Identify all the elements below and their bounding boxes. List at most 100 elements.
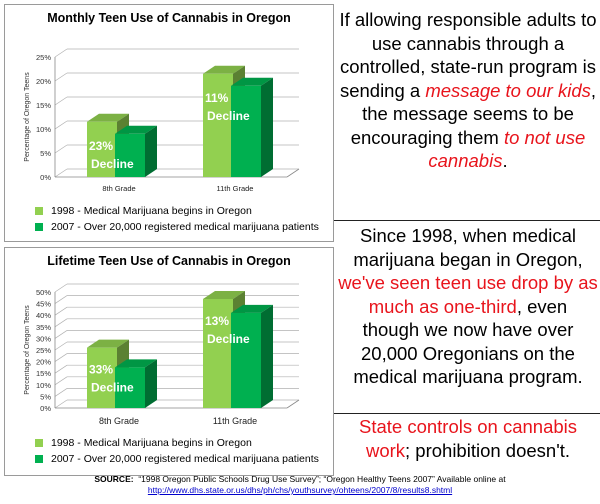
data-label: 23% <box>89 139 113 153</box>
paragraph-text: Since 1998, when medical marijuana began… <box>353 225 583 270</box>
gridline-diag <box>54 353 68 362</box>
bar-top <box>115 359 157 368</box>
paragraph-text: If allowing responsible adults to use ca… <box>339 9 597 101</box>
data-label: 13% <box>205 314 229 328</box>
y-tick-label: 20% <box>36 77 51 86</box>
y-tick-label: 50% <box>36 288 51 297</box>
lifetime-use-chart: 0% 5% 10% 15% 20% 25% 30% 35% 40% 45% 50% Percentag… <box>4 247 334 476</box>
x-tick-label: 8th Grade <box>102 184 135 193</box>
legend-swatch-1998 <box>35 439 43 447</box>
bar <box>231 312 261 408</box>
gridline-diag <box>54 341 68 351</box>
data-label: Decline <box>91 381 134 395</box>
x-tick-label: 8th Grade <box>99 416 139 426</box>
y-axis-label: Percentage of Oregon Teens <box>24 305 31 395</box>
bar <box>203 298 233 408</box>
gridline-diag <box>54 330 68 339</box>
bar <box>115 367 145 408</box>
chart-legend: 1998 - Medical Marijuana begins in Orego… <box>35 203 319 235</box>
monthly-use-chart: 0% 5% 10% 15% 20% 25% Percentage of Oregon Tee… <box>4 4 334 242</box>
bar-side <box>145 359 157 408</box>
bar-top <box>87 113 129 122</box>
y-tick-label: 35% <box>36 323 51 332</box>
gridline-diag <box>54 388 68 397</box>
conclusion-paragraph: State controls on cannabis work; prohibi… <box>338 415 598 462</box>
y-tick-label: 25% <box>36 346 51 355</box>
gridline-diag <box>54 96 68 106</box>
highlight-text: message to our kids <box>425 79 591 101</box>
legend-item-1998: 1998 - Medical Marijuana begins in Orego… <box>35 435 319 451</box>
highlight-text: to not use cannabis <box>428 126 586 172</box>
paragraph-text: ; prohibition doesn't. <box>405 439 571 461</box>
legend-swatch-2007 <box>35 455 43 463</box>
gridline-diag <box>54 144 68 154</box>
bar-side <box>261 77 273 177</box>
y-tick-label: 20% <box>36 358 51 367</box>
y-tick-label: 25% <box>36 53 51 62</box>
divider <box>334 413 600 414</box>
legend-label: 1998 - Medical Marijuana begins in Orego… <box>51 205 252 217</box>
gridline-diag <box>54 399 68 409</box>
gridline-diag <box>54 72 68 82</box>
gridline-diag <box>54 364 68 374</box>
y-tick-label: 30% <box>36 334 51 343</box>
legend-label: 2007 - Over 20,000 registered medical ma… <box>51 221 319 233</box>
floor-edge <box>286 399 300 409</box>
bar-top <box>231 304 273 313</box>
divider <box>334 220 600 221</box>
highlight-text: State controls on cannabis work <box>358 416 578 461</box>
y-tick-label: 10% <box>36 125 51 134</box>
bar <box>87 121 117 177</box>
gridline-diag <box>54 48 68 58</box>
source-citation: SOURCE: “1998 Oregon Public Schools Drug… <box>40 474 560 496</box>
y-tick-label: 5% <box>40 149 51 158</box>
chart-legend: 1998 - Medical Marijuana begins in Orego… <box>35 435 319 467</box>
bar-side <box>145 125 157 177</box>
legend-item-2007: 2007 - Over 20,000 registered medical ma… <box>35 451 319 467</box>
bar <box>203 73 233 177</box>
paragraph-text: . <box>502 150 508 171</box>
source-label: SOURCE: <box>94 474 134 484</box>
bar-side <box>261 304 273 408</box>
gridline-diag <box>54 376 68 386</box>
data-label: 33% <box>89 363 113 377</box>
bar <box>231 85 261 177</box>
data-label: Decline <box>207 109 250 123</box>
bar-top <box>115 125 157 134</box>
bar-top <box>87 339 129 348</box>
lifetime-use-chart-svg: 0% 5% 10% 15% 20% 25% 30% 35% 40% 45% 50% Percentag… <box>24 283 300 426</box>
statistic-paragraph: Since 1998, when medical marijuana began… <box>338 224 598 389</box>
legend-item-2007: 2007 - Over 20,000 registered medical ma… <box>35 219 319 235</box>
gridline-diag <box>54 295 68 304</box>
bar-top <box>231 77 273 86</box>
y-axis-label: Percentage of Oregon Teens <box>24 72 31 162</box>
y-tick-label: 15% <box>36 101 51 110</box>
bar <box>115 133 145 177</box>
data-label: 11% <box>205 91 229 105</box>
y-tick-label: 15% <box>36 369 51 378</box>
y-tick-label: 5% <box>40 392 51 401</box>
gridline-diag <box>54 318 68 328</box>
y-tick-label: 0% <box>40 404 51 413</box>
source-link[interactable]: http://www.dhs.state.or.us/dhs/ph/chs/yo… <box>147 485 453 495</box>
paragraph-text: , the message seems to be encouraging th… <box>350 79 597 148</box>
legend-label: 2007 - Over 20,000 registered medical ma… <box>51 453 319 465</box>
data-label: Decline <box>207 332 250 346</box>
message-paragraph: If allowing responsible adults to use ca… <box>338 8 598 173</box>
gridline-diag <box>54 306 68 316</box>
x-tick-label: 11th Grade <box>213 416 257 426</box>
chart-title: Monthly Teen Use of Cannabis in Oregon <box>47 11 291 25</box>
x-tick-label: 11th Grade <box>217 184 254 193</box>
data-label: Decline <box>91 157 134 171</box>
highlight-text: we've seen teen use drop by as much as o… <box>338 272 598 317</box>
paragraph-text: , even though we now have over 20,000 Or… <box>353 295 583 388</box>
y-tick-label: 0% <box>40 173 51 182</box>
legend-item-1998: 1998 - Medical Marijuana begins in Orego… <box>35 203 319 219</box>
gridline-diag <box>54 283 68 293</box>
legend-swatch-1998 <box>35 207 43 215</box>
gridline-diag <box>54 120 68 130</box>
legend-label: 1998 - Medical Marijuana begins in Orego… <box>51 437 252 449</box>
monthly-use-chart-svg: 0% 5% 10% 15% 20% 25% Percentage of Oregon Tee… <box>24 48 300 193</box>
floor-edge <box>286 168 300 178</box>
y-tick-label: 10% <box>36 381 51 390</box>
